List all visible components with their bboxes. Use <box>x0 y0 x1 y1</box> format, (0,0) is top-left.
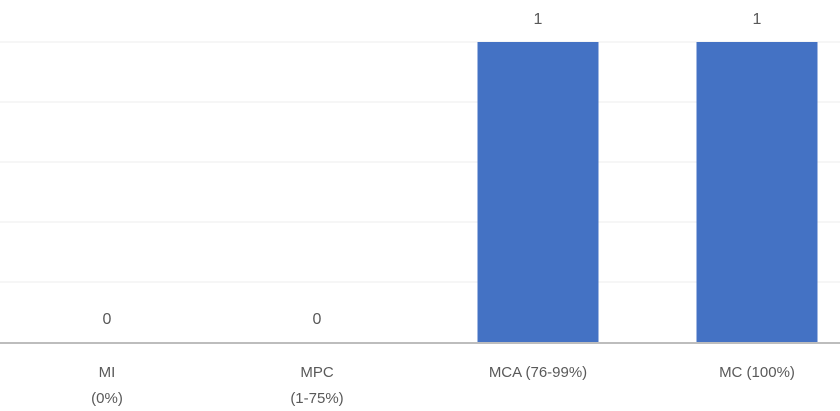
data-label: 0 <box>313 311 322 328</box>
x-tick-label-line: MC (100%) <box>719 364 795 381</box>
data-label: 1 <box>534 11 543 28</box>
x-tick-label: MCA (76-99%) <box>489 364 587 381</box>
x-tick-label-line: MCA (76-99%) <box>489 364 587 381</box>
x-tick-label: MC (100%) <box>719 364 795 381</box>
x-tick-label: MPC (1-75%) <box>290 364 343 407</box>
data-labels: 0 0 1 1 <box>103 11 762 328</box>
bars <box>477 42 818 342</box>
x-tick-label: MI (0%) <box>91 364 123 407</box>
x-tick-label-line: (0%) <box>91 390 123 407</box>
x-tick-label-line: (1-75%) <box>290 390 343 407</box>
x-tick-label-line: MI <box>99 364 116 381</box>
data-label: 0 <box>103 311 112 328</box>
x-axis-tick-labels: MI (0%) MPC (1-75%) MCA (76-99%) MC (100%) <box>91 364 795 407</box>
bar[interactable] <box>696 42 818 342</box>
bar[interactable] <box>477 42 599 342</box>
x-tick-label-line: MPC <box>300 364 334 381</box>
data-label: 1 <box>753 11 762 28</box>
